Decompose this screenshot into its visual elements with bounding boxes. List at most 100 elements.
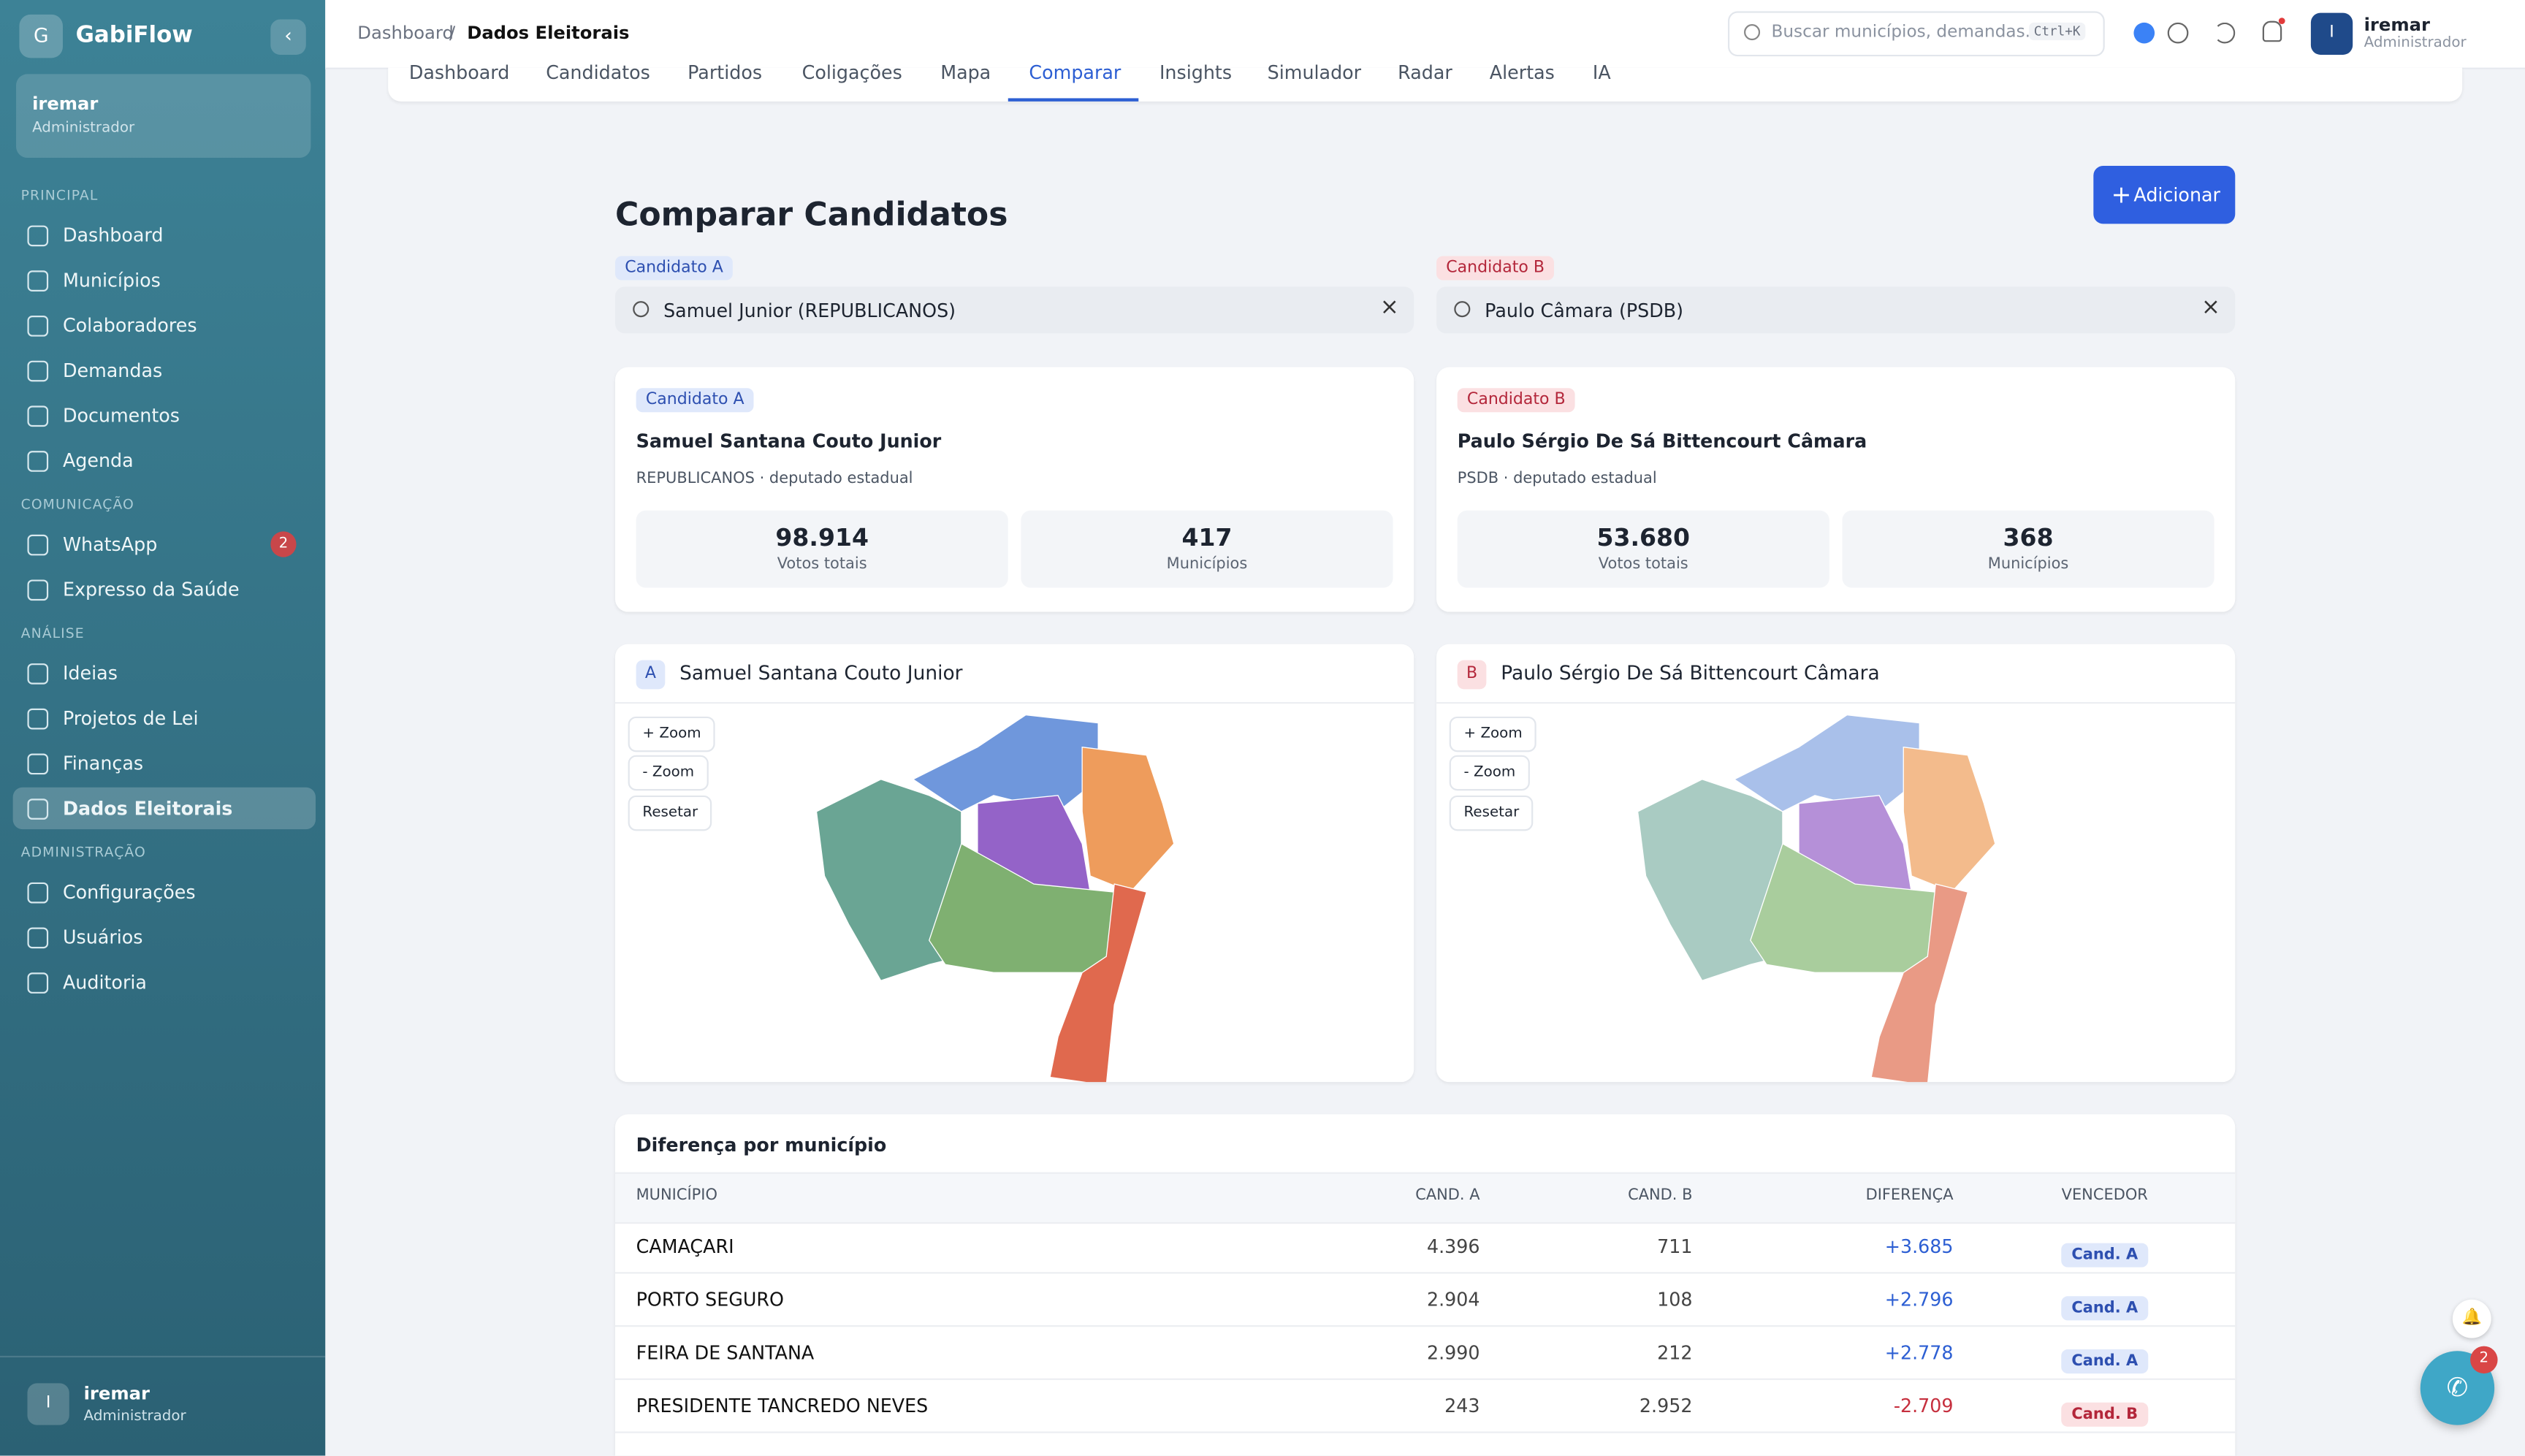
- nav-label: Colaboradores: [62, 313, 197, 337]
- candidate-tag: Candidato A: [636, 388, 754, 413]
- nav-item[interactable]: Documentos: [13, 395, 316, 436]
- tab[interactable]: Insights: [1159, 61, 1233, 84]
- tab[interactable]: Simulador: [1267, 61, 1362, 84]
- map-control[interactable]: + Zoom: [628, 716, 716, 752]
- nav-item[interactable]: Ideias: [13, 652, 316, 694]
- nav-label: Auditoria: [62, 971, 147, 994]
- tab[interactable]: Dashboard: [408, 61, 510, 84]
- nav-icon: [27, 663, 49, 685]
- nav-item[interactable]: Usuários: [13, 916, 316, 958]
- search-icon: [1454, 301, 1471, 318]
- table-cell: +2.778: [1884, 1341, 1954, 1364]
- map: [1637, 714, 1996, 1083]
- footer-divider: [0, 1355, 326, 1358]
- winner-badge: Cand. A: [2025, 1341, 2185, 1374]
- table-cell: 711: [1657, 1235, 1693, 1258]
- nav-item[interactable]: Expresso da Saúde: [13, 568, 316, 610]
- tab[interactable]: IA: [1592, 61, 1611, 84]
- nav-icon: [27, 270, 49, 291]
- candidate-search[interactable]: Paulo Câmara (PSDB) ×: [1436, 286, 2236, 334]
- brand: GabiFlow: [75, 22, 193, 49]
- map-divider: [1436, 701, 2236, 704]
- map-title: Paulo Sérgio De Sá Bittencourt Câmara: [1501, 661, 1880, 685]
- nav-item[interactable]: Finanças: [13, 742, 316, 784]
- tab[interactable]: Partidos: [688, 61, 763, 84]
- search-icon: [1744, 24, 1761, 41]
- nav-item[interactable]: Agenda: [13, 440, 316, 481]
- table-header: VENCEDOR: [2061, 1186, 2148, 1205]
- table-cell: 212: [1657, 1341, 1693, 1364]
- table-header: MUNICÍPIO: [636, 1186, 717, 1205]
- map-control[interactable]: + Zoom: [1449, 716, 1537, 752]
- map-control[interactable]: - Zoom: [1449, 755, 1531, 791]
- candidate-search[interactable]: Samuel Junior (REPUBLICANOS) ×: [614, 286, 1414, 334]
- logo: G: [19, 14, 63, 58]
- stat-label: Votos totais: [777, 555, 867, 573]
- bell-icon[interactable]: [2262, 20, 2282, 42]
- tab[interactable]: Mapa: [940, 61, 991, 84]
- tab[interactable]: Radar: [1398, 61, 1452, 84]
- stat-value: 368: [2003, 523, 2054, 553]
- stat-box: 53.680 Votos totais: [1457, 510, 1829, 588]
- row-divider: [614, 1324, 2236, 1327]
- nav-icon: [27, 972, 49, 994]
- nav-item[interactable]: WhatsApp 2: [13, 523, 316, 565]
- map-control[interactable]: Resetar: [1449, 795, 1534, 831]
- notify-button[interactable]: 🔔: [2452, 1299, 2491, 1338]
- user-card: iremar Administrador: [16, 74, 311, 159]
- map-region: [1870, 883, 1969, 1083]
- tab-bar: Dashboard Candidatos Partidos Coligações Map…: [388, 61, 2463, 102]
- collapse-button[interactable]: ‹: [270, 19, 306, 55]
- candidate-meta: PSDB · deputado estadual: [1457, 470, 1657, 488]
- nav-label: Agenda: [62, 449, 134, 472]
- palette-icon[interactable]: [2167, 22, 2189, 44]
- nav-label: Demandas: [62, 359, 163, 382]
- table-header: CAND. A: [1415, 1186, 1480, 1205]
- nav-item[interactable]: Auditoria: [13, 961, 316, 1003]
- clear-button[interactable]: ×: [1379, 294, 1399, 321]
- tab[interactable]: Alertas: [1489, 61, 1555, 84]
- nav-item[interactable]: Configurações: [13, 871, 316, 912]
- map-control[interactable]: - Zoom: [628, 755, 709, 791]
- search-icon: [633, 301, 650, 318]
- nav-item[interactable]: Dashboard: [13, 214, 316, 256]
- avatar[interactable]: I: [2310, 12, 2353, 55]
- top-user-role: Administrador: [2364, 35, 2467, 52]
- breadcrumb: Dashboard: [357, 22, 454, 44]
- map-control[interactable]: Resetar: [628, 795, 713, 831]
- theme-dot[interactable]: [2133, 22, 2155, 44]
- nav-item[interactable]: Demandas: [13, 349, 316, 391]
- nav-label: Usuários: [62, 926, 143, 949]
- nav-item[interactable]: Dados Eleitorais: [12, 787, 316, 830]
- nav-label: Dashboard: [62, 224, 164, 247]
- moon-icon[interactable]: [2214, 22, 2236, 44]
- nav-icon: [27, 798, 49, 820]
- add-icon: +: [2111, 180, 2132, 210]
- tab[interactable]: Coligações: [801, 61, 902, 84]
- nav-icon: [27, 225, 49, 247]
- breadcrumb-current: Dados Eleitorais: [467, 22, 630, 44]
- stat-box: 98.914 Votos totais: [636, 510, 1008, 588]
- candidate-name: Paulo Sérgio De Sá Bittencourt Câmara: [1457, 430, 1867, 453]
- footer-avatar: I: [27, 1383, 69, 1425]
- table-head-bg: [614, 1172, 2236, 1224]
- nav-label: Configurações: [62, 880, 196, 904]
- add-button[interactable]: + Adicionar: [2093, 166, 2236, 224]
- nav-item[interactable]: Colaboradores: [13, 305, 316, 346]
- clear-button[interactable]: ×: [2201, 294, 2220, 321]
- nav-item[interactable]: Municípios: [13, 259, 316, 301]
- nav-item[interactable]: Projetos de Lei: [13, 697, 316, 739]
- tab[interactable]: Comparar: [1029, 61, 1121, 84]
- nav-label: Ideias: [62, 661, 118, 685]
- nav-label: Documentos: [62, 404, 180, 427]
- tab[interactable]: Candidatos: [546, 61, 650, 84]
- table-cell: +3.685: [1884, 1235, 1954, 1258]
- nav-icon: [27, 405, 49, 427]
- nav-icon: [27, 360, 49, 382]
- breadcrumb-sep: /: [449, 22, 456, 44]
- table-title: Diferença por município: [636, 1133, 887, 1156]
- candidate-card: Candidato A Samuel Santana Couto Junior RE…: [614, 367, 1414, 612]
- tab-underline: [1008, 98, 1139, 102]
- search-box[interactable]: Buscar municípios, demandas... Ctrl+K: [1727, 11, 2105, 57]
